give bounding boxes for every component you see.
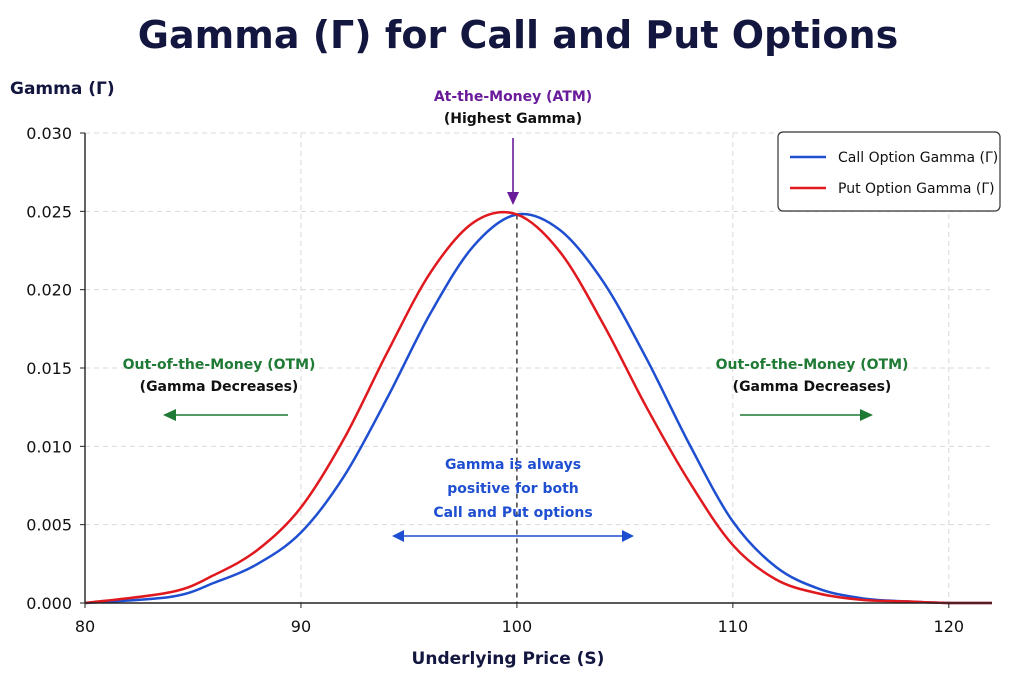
otm-left-subtitle: (Gamma Decreases) [140, 379, 299, 395]
atm-annotation-subtitle: (Highest Gamma) [444, 111, 582, 127]
y-tick-label: 0.025 [26, 202, 72, 221]
otm-left-title: Out-of-the-Money (OTM) [123, 357, 316, 373]
call-gamma-line [84, 212, 992, 605]
otm-right-arrow-head [860, 409, 873, 421]
positive-note-line3: Call and Put options [433, 505, 592, 521]
put-gamma-line [84, 210, 992, 605]
x-tick-label: 110 [718, 617, 749, 636]
positive-note-line1: Gamma is always [445, 457, 581, 473]
otm-left-arrow-head [163, 409, 176, 421]
x-tick-label: 80 [75, 617, 95, 636]
y-tick-label: 0.015 [26, 359, 72, 378]
atm-annotation-title: At-the-Money (ATM) [434, 89, 592, 105]
otm-right-title: Out-of-the-Money (OTM) [716, 357, 909, 373]
series-layer [84, 210, 992, 605]
legend-call-label: Call Option Gamma (Γ) [838, 150, 998, 166]
y-tick-label: 0.010 [26, 437, 72, 456]
x-axis-title: Underlying Price (S) [412, 649, 605, 669]
positive-arrow-left-head [392, 530, 404, 542]
chart-title: Gamma (Γ) for Call and Put Options [138, 13, 898, 57]
grid-layer [85, 132, 992, 603]
positive-arrow-right-head [622, 530, 634, 542]
y-tick-label: 0.005 [26, 516, 72, 535]
y-tick-label: 0.020 [26, 281, 72, 300]
x-tick-label: 120 [934, 617, 965, 636]
legend-put-label: Put Option Gamma (Γ) [838, 181, 995, 197]
y-tick-label: 0.000 [26, 594, 72, 613]
x-tick-label: 100 [502, 617, 533, 636]
legend: Call Option Gamma (Γ) Put Option Gamma (… [777, 131, 1001, 212]
otm-right-subtitle: (Gamma Decreases) [733, 379, 892, 395]
legend-box [777, 131, 1001, 212]
axis-layer [80, 132, 992, 608]
y-axis-title: Gamma (Γ) [10, 79, 115, 99]
tick-layer: 0.000 0.005 0.010 0.015 0.020 0.025 0.030 80 90 1… [26, 124, 964, 636]
y-tick-label: 0.030 [26, 124, 72, 143]
x-tick-label: 90 [291, 617, 311, 636]
atm-arrow-head [507, 192, 519, 205]
positive-note-line2: positive for both [447, 481, 579, 497]
